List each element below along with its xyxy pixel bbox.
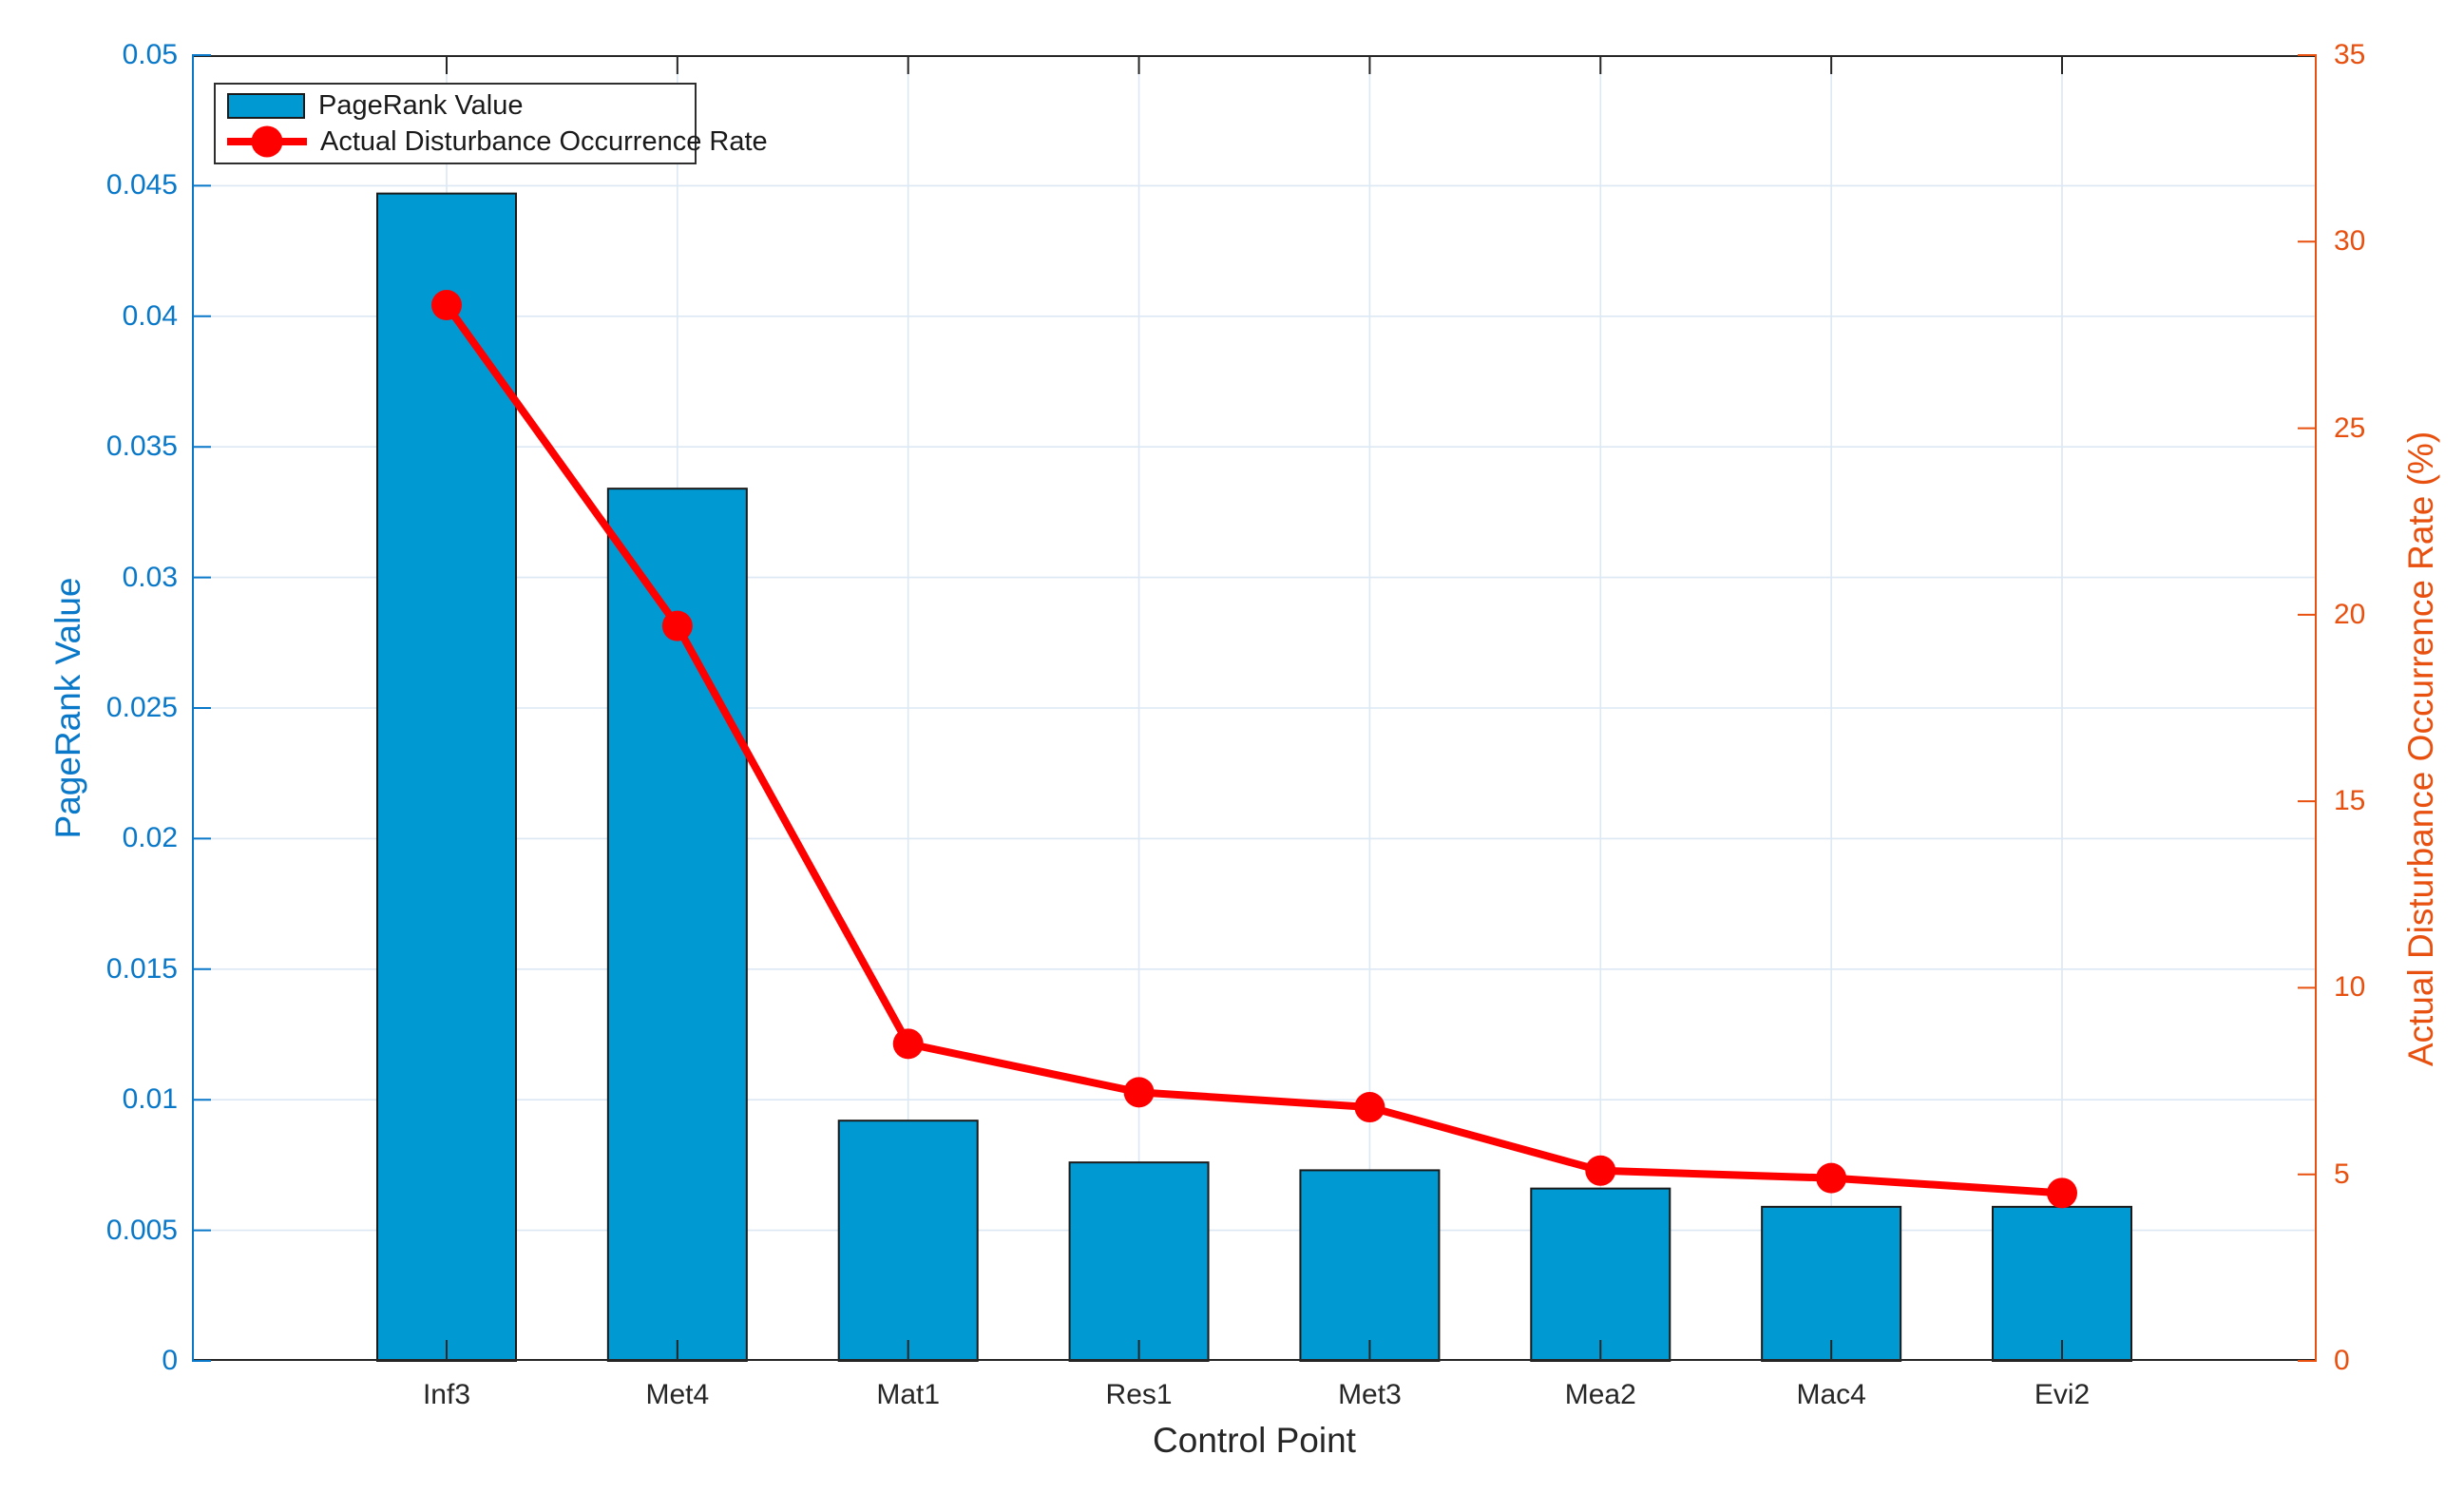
x-axis-tick-label: Evi2 xyxy=(2034,1379,2091,1410)
legend-entry-disturbance: Actual Disturbance Occurrence Rate xyxy=(227,124,768,159)
bar-inf3 xyxy=(376,192,517,1362)
left-axis-tick-label: 0.03 xyxy=(122,561,178,593)
legend-circle-marker-icon xyxy=(251,125,283,158)
bar-res1 xyxy=(1068,1161,1210,1362)
right-axis-tick-label: 20 xyxy=(2334,598,2366,630)
x-axis-tick-label: Met4 xyxy=(645,1379,710,1410)
right-axis-tick-label: 0 xyxy=(2334,1345,2350,1376)
left-axis-tick-label: 0.025 xyxy=(105,692,178,723)
bar-evi2 xyxy=(1992,1205,2132,1363)
left-axis-tick-label: 0.04 xyxy=(122,299,178,332)
marker-inf3 xyxy=(431,290,462,321)
marker-mat1 xyxy=(892,1028,924,1060)
x-axis-tick-label: Mat1 xyxy=(876,1379,941,1410)
right-axis-tick-label: 35 xyxy=(2334,39,2366,70)
x-axis-tick-label: Mea2 xyxy=(1564,1379,1636,1410)
marker-met3 xyxy=(1354,1092,1385,1123)
x-axis-tick-label: Inf3 xyxy=(422,1379,471,1410)
legend-bar-swatch-icon xyxy=(227,92,305,119)
legend: PageRank Value Actual Disturbance Occurr… xyxy=(214,83,768,164)
legend-entry-pagerank: PageRank Value xyxy=(227,88,683,123)
legend-line-marker-icon xyxy=(227,124,307,159)
marker-evi2 xyxy=(2047,1177,2077,1209)
x-axis-tick-label: Met3 xyxy=(1338,1379,1402,1410)
left-axis-tick-label: 0.05 xyxy=(122,39,178,70)
right-axis-tick-label: 5 xyxy=(2334,1158,2350,1190)
right-axis-tick-label: 15 xyxy=(2334,785,2366,817)
bar-mat1 xyxy=(837,1120,979,1362)
disturbance-line xyxy=(443,301,2066,1197)
legend-label-pagerank: PageRank Value xyxy=(318,89,524,121)
marker-met4 xyxy=(661,610,693,641)
legend-label-disturbance: Actual Disturbance Occurrence Rate xyxy=(320,125,768,157)
marker-mea2 xyxy=(1585,1155,1616,1186)
plot-area xyxy=(192,54,2317,1363)
left-axis-tick-label: 0.015 xyxy=(105,952,178,985)
right-axis-tick-label: 10 xyxy=(2334,971,2366,1004)
left-axis-tick-label: 0.01 xyxy=(122,1083,178,1116)
left-axis-tick-label: 0.035 xyxy=(105,431,178,463)
left-axis-tick-label: 0.045 xyxy=(105,169,178,201)
x-axis-tick-label: Mac4 xyxy=(1796,1379,1866,1410)
marker-mac4 xyxy=(1816,1162,1847,1194)
left-axis-tick-label: 0.005 xyxy=(105,1214,178,1246)
bar-mac4 xyxy=(1761,1205,1902,1363)
x-axis-tick-label: Res1 xyxy=(1105,1379,1173,1410)
bar-met3 xyxy=(1299,1169,1441,1362)
right-axis-tick-label: 25 xyxy=(2334,412,2366,444)
marker-res1 xyxy=(1123,1077,1155,1108)
right-axis-tick-label: 30 xyxy=(2334,225,2366,258)
left-axis-tick-label: 0.02 xyxy=(122,822,178,854)
bar-mea2 xyxy=(1530,1187,1671,1362)
left-axis-tick-label: 0 xyxy=(162,1345,178,1376)
x-axis-title: Control Point xyxy=(1153,1421,1356,1460)
